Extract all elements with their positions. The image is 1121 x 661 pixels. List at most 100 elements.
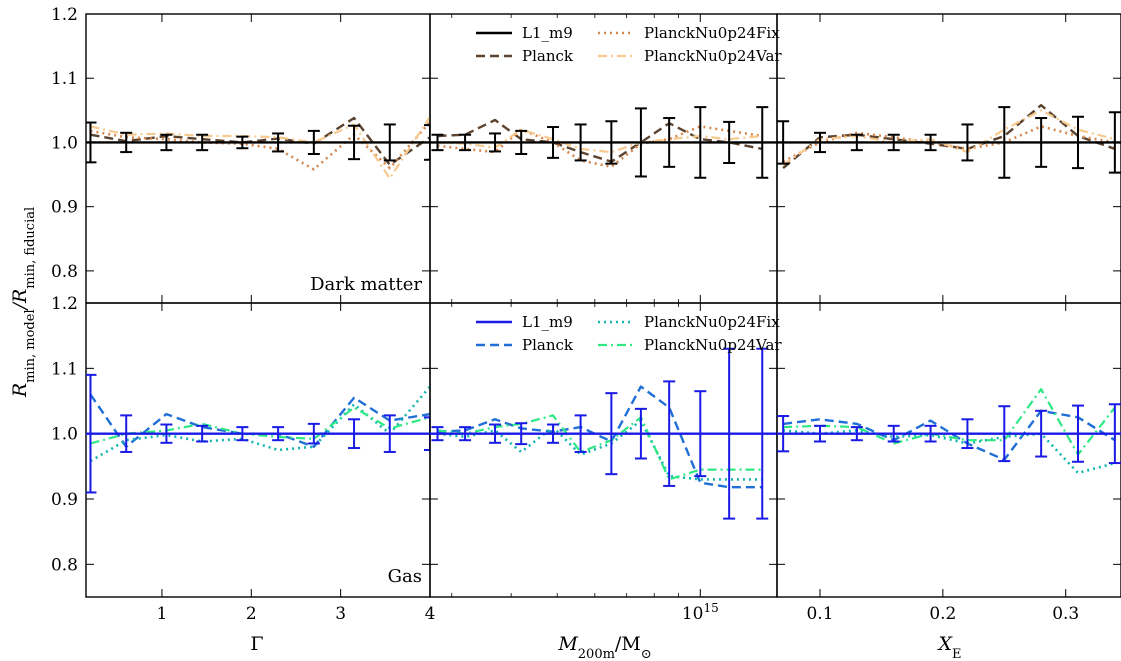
series-line-PlanckNu0p24Var xyxy=(782,109,1116,166)
error-bar xyxy=(723,120,736,164)
y-tick-label: 0.9 xyxy=(51,198,78,218)
error-bar xyxy=(723,347,736,520)
y-tick-label: 1.2 xyxy=(51,294,78,314)
panel-gas-xe: 0.1 0.2 0.3 xyxy=(776,302,1121,624)
error-bar xyxy=(814,424,826,443)
legend: L1_m9 Planck PlanckNu0p24Fix PlanckNu0p24Va… xyxy=(476,313,782,354)
error-bar xyxy=(961,123,974,162)
plot-area xyxy=(86,116,430,180)
error-bar xyxy=(547,423,560,444)
series-line-PlanckNu0p24Fix xyxy=(782,125,1116,163)
panel-frame xyxy=(85,13,431,304)
error-bar xyxy=(1035,117,1048,168)
legend-label-PlanckNu0p24Fix: PlanckNu0p24Fix xyxy=(644,313,780,331)
panel-dark-matter-mass: L1_m9 Planck PlanckNu0p24Fix PlanckNu0p24Va… xyxy=(429,13,782,304)
panel-frame xyxy=(776,302,1121,598)
error-bar xyxy=(574,414,587,453)
error-bar xyxy=(459,133,472,152)
x-tick-label: 0.2 xyxy=(929,604,956,624)
x-axis-label-xe: XE xyxy=(936,633,961,661)
panel-gas-mass: 1015 L1_m9 Planck PlanckNu0p24Fix PlanckNu0p… xyxy=(429,302,782,624)
error-bar xyxy=(605,392,618,476)
panels-layer: 0.8 0.9 1.0 1.1 1.2 L1_m9 Planck PlanckNu0p24Fi… xyxy=(51,5,1121,624)
panel-dark-matter-gamma: 0.8 0.9 1.0 1.1 1.2 xyxy=(51,5,431,304)
panel-frame xyxy=(85,302,431,598)
error-bar xyxy=(196,133,209,152)
y-tick-label: 1.0 xyxy=(51,425,78,445)
error-bar xyxy=(634,107,647,178)
x-tick-label: 1 xyxy=(157,604,168,624)
error-bar xyxy=(515,129,528,156)
series-line-PlanckNu0p24Var xyxy=(783,388,1116,456)
error-bar xyxy=(160,423,173,444)
y-tick-label: 1.1 xyxy=(51,359,78,379)
x-tick-label: 4 xyxy=(425,604,436,624)
error-bar xyxy=(814,131,826,154)
y-tick-label: 0.8 xyxy=(51,555,78,575)
legend-label-Planck: Planck xyxy=(522,336,574,354)
x-axis-label-gamma: Γ xyxy=(250,633,263,655)
series-line-Planck xyxy=(782,409,1116,461)
series-line-Planck xyxy=(437,118,763,163)
error-bar xyxy=(777,415,790,453)
row-label-gas: Gas xyxy=(388,566,422,587)
error-bar xyxy=(515,422,528,446)
series-line-PlanckNu0p24Fix xyxy=(90,121,430,171)
error-bar xyxy=(663,117,676,168)
plot-area xyxy=(430,347,777,520)
series-line-PlanckNu0p24Fix xyxy=(437,125,763,169)
error-bar xyxy=(1072,404,1084,463)
error-bar xyxy=(547,126,560,159)
series-line-Planck xyxy=(89,393,430,448)
y-axis-label: Rmin, model/Rmin, fiducial xyxy=(9,207,38,398)
panel-frame xyxy=(776,13,1121,304)
legend-label-L1_m9: L1_m9 xyxy=(522,313,573,331)
series-line-PlanckNu0p24Fix xyxy=(89,385,430,463)
error-bar xyxy=(663,380,676,487)
error-bar xyxy=(777,120,790,165)
error-bar xyxy=(850,133,863,152)
x-tick-label: 0.3 xyxy=(1052,604,1079,624)
error-bar xyxy=(196,424,209,443)
plot-area xyxy=(86,373,430,494)
plot-area xyxy=(777,388,1121,475)
error-bar xyxy=(1108,403,1121,465)
series-line-PlanckNu0p24Var xyxy=(90,406,430,445)
error-bar xyxy=(272,132,285,153)
error-bar xyxy=(383,123,396,162)
legend: L1_m9 Planck PlanckNu0p24Fix PlanckNu0p24Va… xyxy=(476,24,782,65)
error-bar xyxy=(236,135,249,150)
legend-label-Planck: Planck xyxy=(522,47,574,65)
error-bar xyxy=(431,426,444,442)
error-bar xyxy=(924,424,937,443)
legend-label-PlanckNu0p24Var: PlanckNu0p24Var xyxy=(644,47,782,65)
series-line-PlanckNu0p24Fix xyxy=(782,429,1116,475)
error-bar xyxy=(348,418,361,450)
x-axis-label-mass: M200m/M⊙ xyxy=(557,633,651,661)
error-bar xyxy=(307,422,320,445)
y-tick-label: 1.2 xyxy=(51,5,78,25)
error-bar xyxy=(998,106,1011,179)
error-bar xyxy=(489,423,502,444)
error-bar xyxy=(431,133,444,152)
y-tick-label: 1.1 xyxy=(51,69,78,89)
error-bar xyxy=(756,347,769,520)
error-bar xyxy=(756,106,769,179)
row-label-dark-matter: Dark matter xyxy=(310,274,422,295)
error-bar xyxy=(120,131,133,154)
error-bar xyxy=(1035,409,1048,458)
error-bar xyxy=(160,133,173,152)
error-bar xyxy=(887,133,900,152)
legend-label-PlanckNu0p24Fix: PlanckNu0p24Fix xyxy=(644,24,780,42)
series-line-PlanckNu0p24Var xyxy=(90,116,430,180)
error-bar xyxy=(424,124,430,161)
error-bar xyxy=(924,133,937,152)
error-bar xyxy=(887,424,900,443)
error-bar xyxy=(961,418,974,450)
legend-label-L1_m9: L1_m9 xyxy=(522,24,573,42)
error-bar xyxy=(694,106,707,179)
error-bar xyxy=(1108,111,1121,174)
error-bar xyxy=(424,416,430,451)
x-tick-label: 0.1 xyxy=(806,604,833,624)
error-bar xyxy=(120,414,133,453)
